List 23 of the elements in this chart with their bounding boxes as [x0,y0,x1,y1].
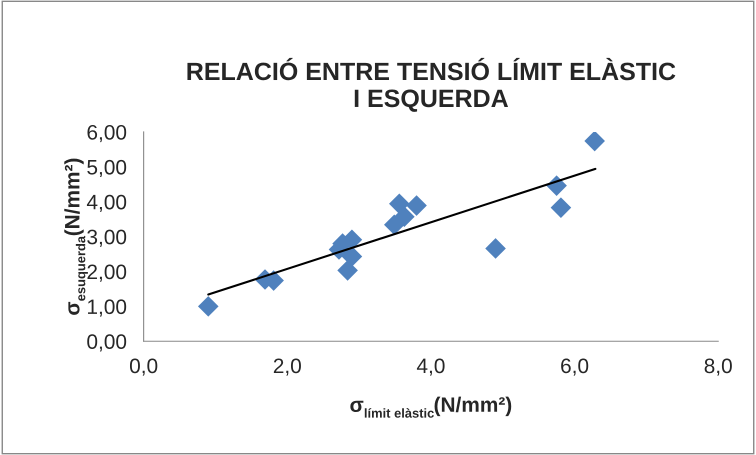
y-tick-label: 4,00 [86,194,126,212]
point [337,260,358,281]
point [584,132,605,152]
point [485,238,506,259]
chart-title: RELACIÓ ENTRE TENSIÓ LÍMIT ELÀSTIC I ESQUERDA [187,58,676,112]
y-tick-label: 1,00 [88,299,126,317]
x-tick-label: 0,0 [130,358,158,376]
y-tick-label: 2,00 [87,264,126,282]
x-tick-label: 2,0 [274,358,301,376]
point [406,195,427,216]
x-tick-label: 4,0 [416,358,445,376]
point [342,246,362,267]
y-tick-label: 5,00 [87,160,126,178]
x-tick-label: 6,0 [561,358,588,376]
point [389,194,410,214]
point [198,296,219,317]
point [394,206,415,228]
x-tick-label: 8,0 [704,358,732,376]
y-tick-label: 3,00 [87,230,126,247]
y-tick-label: 6,00 [87,124,126,142]
y-tick-label: 0,00 [87,334,126,352]
point [550,197,572,218]
y-axis-title: σesuquerda(N/mm²) [64,158,88,315]
